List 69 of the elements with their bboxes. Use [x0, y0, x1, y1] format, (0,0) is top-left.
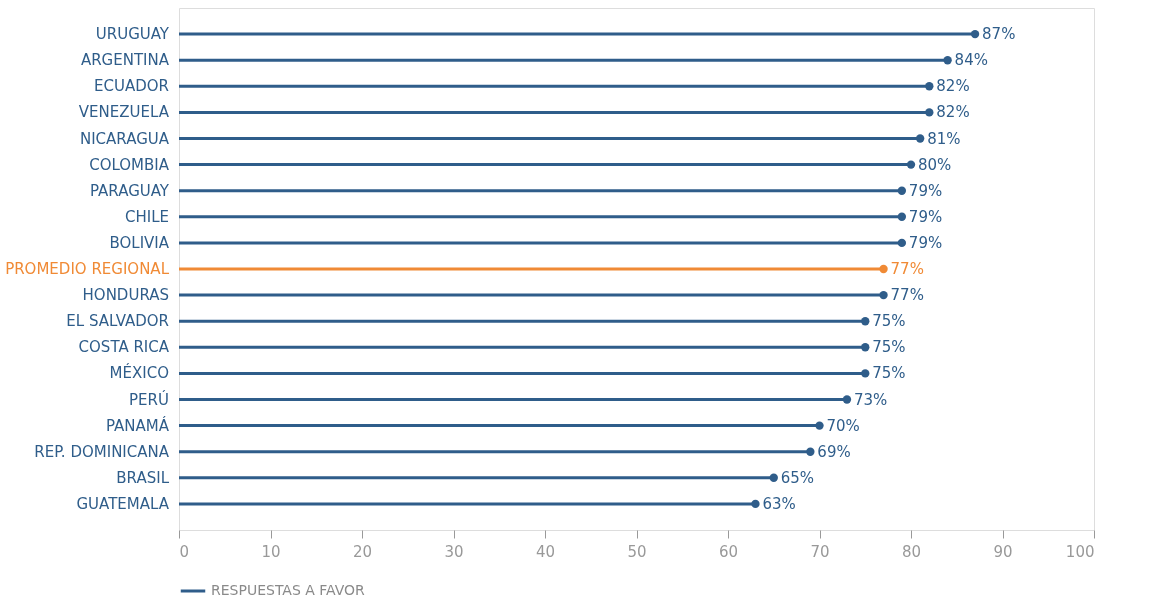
- x-tick-label: 60: [718, 542, 739, 561]
- point: [897, 238, 907, 248]
- y-tick-label: BOLIVIA: [109, 233, 170, 252]
- point: [879, 264, 888, 274]
- point: [897, 186, 907, 195]
- y-tick-label: COLOMBIA: [89, 155, 170, 174]
- point: [842, 395, 852, 404]
- data-label: 82%: [936, 103, 970, 122]
- point: [925, 82, 934, 91]
- x-tick-label: 50: [627, 542, 647, 561]
- y-tick-label: EL SALVADOR: [66, 312, 169, 331]
- x-tick-label: 90: [993, 542, 1013, 561]
- point: [970, 29, 980, 39]
- point: [806, 447, 815, 456]
- point: [879, 290, 888, 300]
- data-label: 84%: [954, 51, 988, 70]
- x-tick-label: 100: [1065, 542, 1095, 561]
- point: [861, 317, 870, 326]
- data-label: 63%: [762, 494, 796, 513]
- data-label: 70%: [826, 416, 860, 435]
- x-tick-label: 0: [179, 542, 190, 561]
- data-label: 77%: [890, 286, 924, 305]
- y-tick-label: VENEZUELA: [78, 103, 170, 122]
- y-tick-label: GUATEMALA: [76, 494, 170, 513]
- x-tick-label: 40: [535, 542, 556, 561]
- y-tick-label: COSTA RICA: [78, 338, 170, 357]
- data-label: 80%: [918, 155, 952, 174]
- y-tick-label: PANAMÁ: [105, 415, 170, 435]
- data-label: 69%: [817, 442, 851, 461]
- y-tick-label: NICARAGUA: [79, 129, 170, 148]
- point: [943, 56, 952, 65]
- x-tick-label: 70: [810, 542, 830, 561]
- legend-label: RESPUESTAS A FAVOR: [211, 582, 366, 598]
- data-label: 82%: [936, 77, 970, 96]
- y-tick-label: URUGUAY: [95, 25, 170, 44]
- y-tick-label: HONDURAS: [82, 286, 169, 305]
- y-tick-label: CHILE: [124, 207, 169, 226]
- y-tick-label: MÉXICO: [109, 363, 169, 383]
- point: [906, 160, 916, 169]
- data-label: 75%: [872, 338, 906, 357]
- data-label: 65%: [780, 468, 815, 487]
- x-tick-label: 20: [352, 542, 373, 561]
- point: [861, 343, 870, 352]
- data-label: 75%: [872, 364, 906, 383]
- y-tick-label: PROMEDIO REGIONAL: [5, 260, 170, 278]
- data-label: 87%: [982, 25, 1016, 44]
- data-label: 79%: [908, 181, 943, 200]
- point: [769, 473, 778, 482]
- y-tick-label: PERÚ: [129, 389, 169, 409]
- data-label: 75%: [872, 312, 906, 331]
- data-label: 81%: [927, 129, 961, 148]
- point: [861, 369, 870, 378]
- point: [897, 212, 907, 221]
- y-tick-label: PARAGUAY: [89, 181, 170, 200]
- y-tick-label: BRASIL: [116, 468, 170, 487]
- point: [815, 421, 824, 430]
- x-tick-label: 80: [901, 542, 922, 561]
- data-label: 73%: [853, 390, 888, 409]
- point: [925, 108, 934, 117]
- x-tick-label: 30: [444, 542, 464, 561]
- data-label: 79%: [908, 207, 943, 226]
- data-label: 77%: [890, 260, 924, 278]
- x-tick-label: 10: [261, 542, 281, 561]
- y-tick-label: ECUADOR: [94, 77, 169, 96]
- y-tick-label: REP. DOMINICANA: [34, 442, 170, 461]
- data-label: 79%: [908, 233, 943, 252]
- point: [751, 499, 760, 509]
- y-tick-label: ARGENTINA: [80, 51, 170, 70]
- point: [915, 134, 925, 143]
